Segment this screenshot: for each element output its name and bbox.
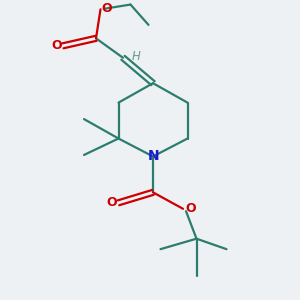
Text: O: O: [51, 39, 62, 52]
Text: O: O: [102, 2, 112, 15]
Text: O: O: [106, 196, 117, 209]
Text: N: N: [148, 149, 159, 164]
Text: H: H: [132, 50, 141, 63]
Text: O: O: [185, 202, 196, 215]
